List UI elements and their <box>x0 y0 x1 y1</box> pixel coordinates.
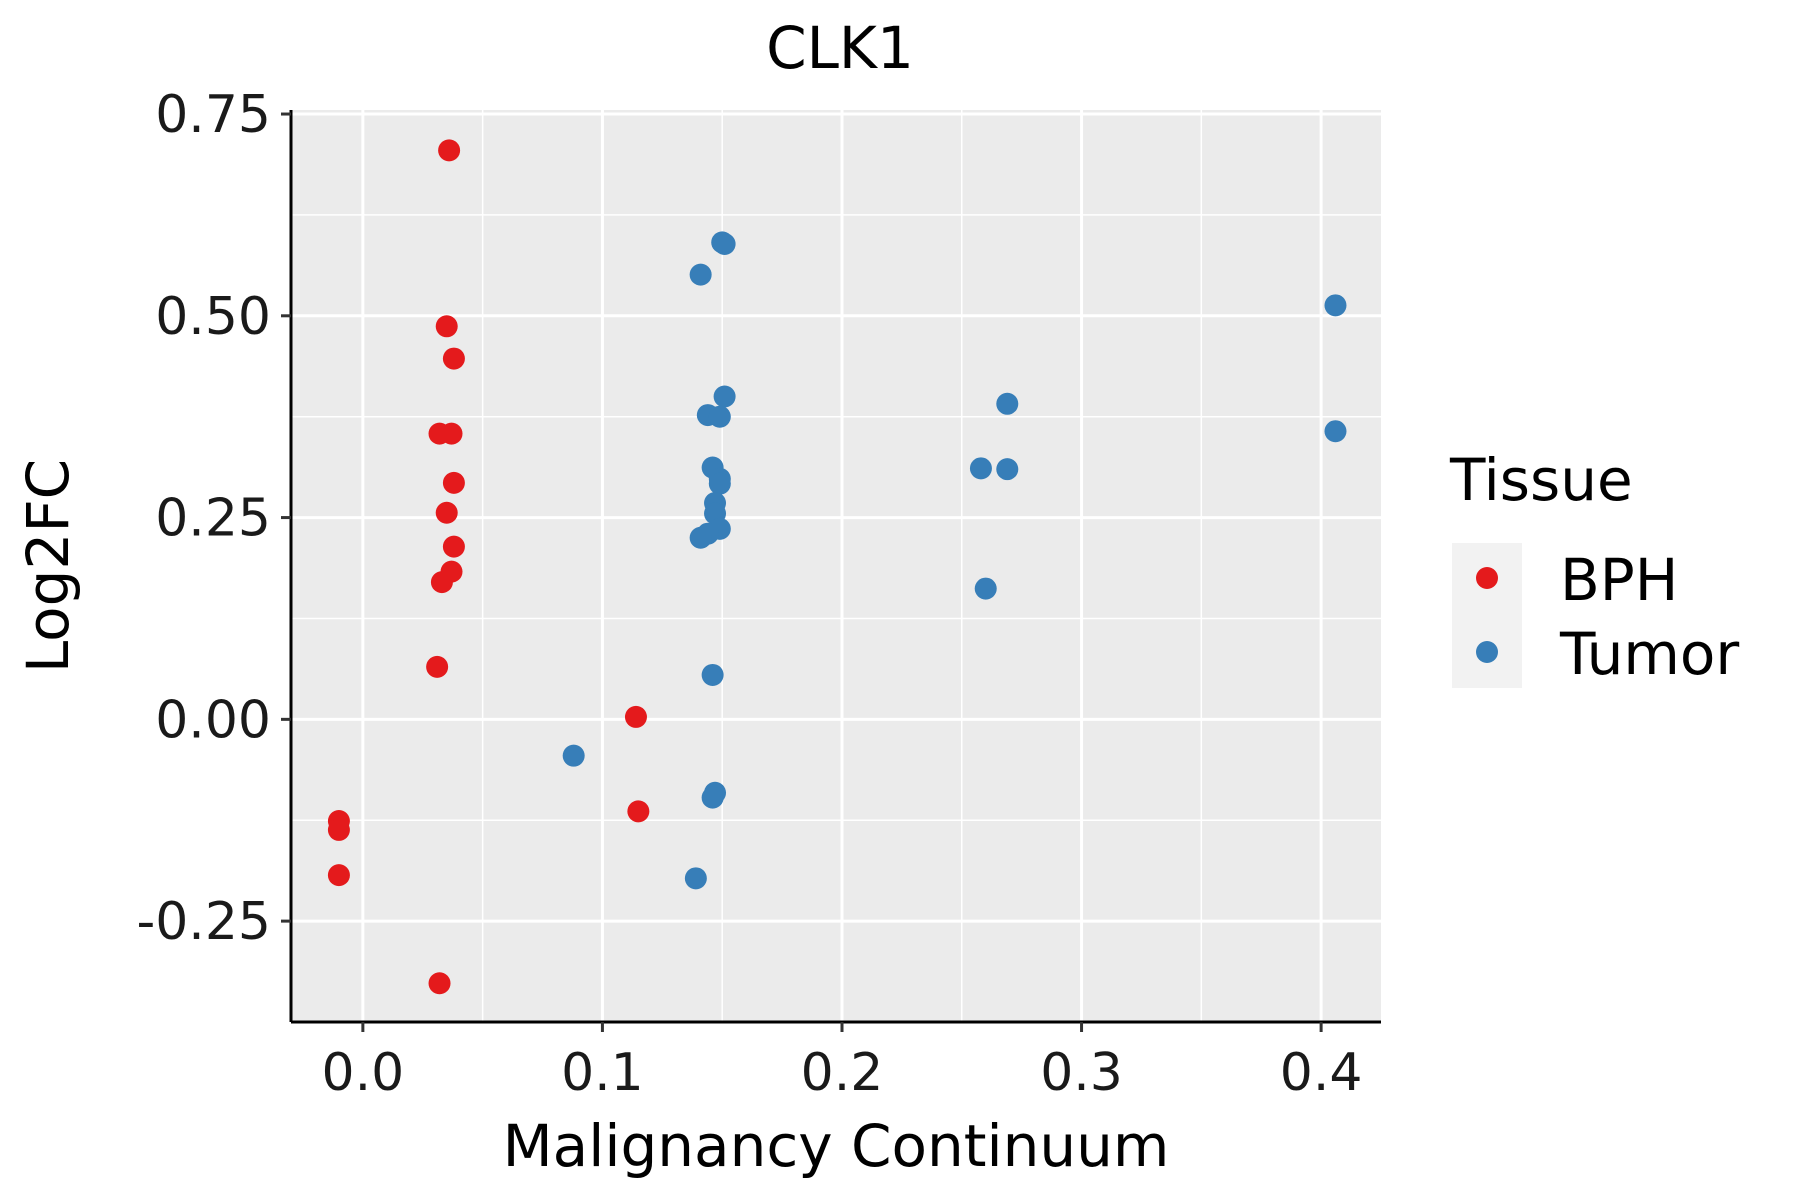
point-bph <box>327 864 350 887</box>
point-tumor <box>969 457 992 480</box>
point-tumor <box>701 786 724 809</box>
point-bph <box>624 705 647 728</box>
point-bph <box>627 800 650 823</box>
point-tumor <box>713 385 736 408</box>
legend-label-tumor: Tumor <box>1559 620 1739 688</box>
point-tumor <box>713 232 736 255</box>
point-tumor <box>689 526 712 549</box>
point-tumor <box>996 458 1019 481</box>
point-bph <box>428 972 451 995</box>
point-bph <box>440 422 463 445</box>
point-bph <box>327 818 350 841</box>
point-tumor <box>684 867 707 890</box>
point-bph <box>435 315 458 338</box>
legend-key-bph <box>1476 567 1498 589</box>
point-tumor <box>701 663 724 686</box>
x-tick-label: 0.0 <box>322 1043 405 1103</box>
y-tick-label: 0.00 <box>155 690 271 750</box>
point-bph <box>435 501 458 524</box>
point-tumor <box>708 405 731 428</box>
legend-title: Tissue <box>1449 446 1633 514</box>
minor-gridlines <box>291 110 1381 1023</box>
x-tick-label: 0.1 <box>561 1043 644 1103</box>
point-bph <box>438 139 461 162</box>
legend-key-background <box>1452 543 1522 688</box>
point-bph <box>442 471 465 494</box>
legend-label-bph: BPH <box>1560 546 1678 614</box>
legend-key-tumor <box>1476 641 1498 663</box>
point-bph <box>442 535 465 558</box>
point-tumor <box>708 472 731 495</box>
point-tumor <box>1324 420 1347 443</box>
major-gridlines <box>291 110 1381 1022</box>
x-tick-label: 0.2 <box>801 1043 884 1103</box>
point-bph <box>430 571 453 594</box>
point-tumor <box>996 392 1019 415</box>
x-tick-label: 0.3 <box>1040 1043 1123 1103</box>
point-bph <box>426 655 449 678</box>
point-bph <box>442 347 465 370</box>
y-axis-title: Log2FC <box>14 459 82 673</box>
legend: Tissue BPH Tumor <box>1449 446 1739 688</box>
chart-title: CLK1 <box>766 14 914 82</box>
y-axis-ticks: -0.25 0.00 0.25 0.50 0.75 <box>136 85 291 952</box>
x-tick-label: 0.4 <box>1280 1043 1363 1103</box>
x-axis-title: Malignancy Continuum <box>503 1112 1170 1180</box>
point-tumor <box>562 744 585 767</box>
plot-panel <box>291 110 1381 1022</box>
y-tick-label: 0.25 <box>155 489 271 549</box>
y-tick-label: -0.25 <box>136 892 271 952</box>
data-points <box>327 139 1347 995</box>
point-tumor <box>974 577 997 600</box>
point-tumor <box>689 263 712 286</box>
x-axis-ticks: 0.0 0.1 0.2 0.3 0.4 <box>322 1022 1363 1103</box>
point-tumor <box>1324 294 1347 317</box>
y-tick-label: 0.50 <box>155 287 271 347</box>
y-tick-label: 0.75 <box>155 85 271 145</box>
